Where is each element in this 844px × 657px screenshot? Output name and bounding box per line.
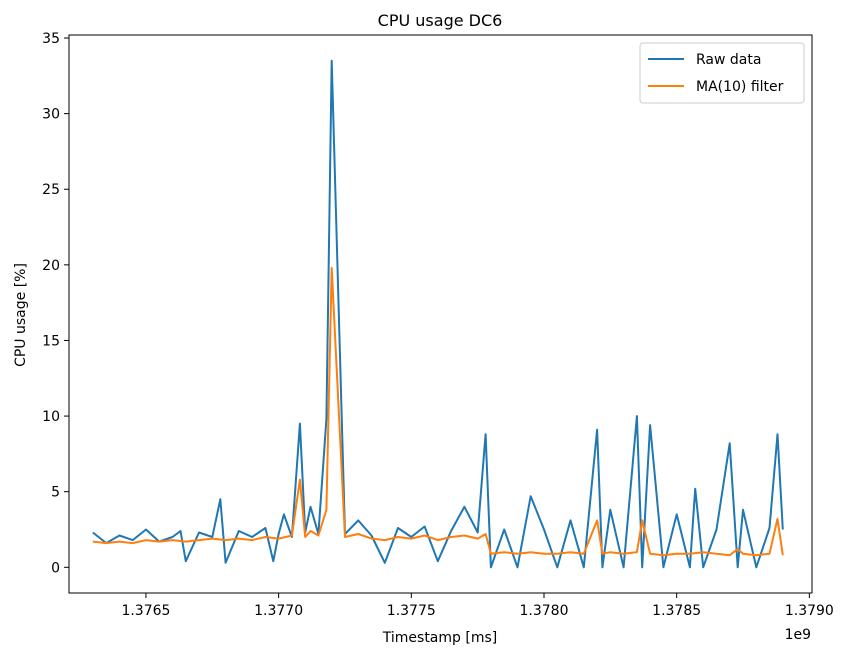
y-tick-label: 10 [42, 409, 60, 425]
y-axis-label: CPU usage [%] [13, 263, 29, 367]
y-tick-label: 30 [42, 107, 60, 123]
x-tick-label: 1.3775 [387, 603, 436, 619]
series-line [92, 59, 784, 569]
legend-label: MA(10) filter [696, 79, 784, 95]
series-line [92, 266, 784, 557]
y-tick-label: 35 [42, 31, 60, 47]
y-tick-label: 0 [51, 560, 60, 576]
series-0 [92, 59, 784, 569]
x-tick-label: 1.3790 [785, 603, 834, 619]
x-tick-label: 1.3765 [121, 603, 170, 619]
chart-title: CPU usage DC6 [378, 11, 503, 30]
y-tick-label: 20 [42, 258, 60, 274]
y-tick-label: 25 [42, 182, 60, 198]
plot-frame [68, 34, 813, 594]
legend: Raw data MA(10) filter [639, 42, 805, 104]
y-tick-label: 5 [51, 485, 60, 501]
series-1 [92, 266, 784, 557]
legend-label: Raw data [696, 52, 761, 68]
axes: 1.3765 1.3770 1.3775 1.3780 1.3785 1.3790 0 5 10… [42, 31, 834, 619]
x-axis-label: Timestamp [ms] [382, 630, 497, 646]
x-offset-label: 1e9 [785, 627, 811, 643]
x-tick-label: 1.3780 [519, 603, 568, 619]
y-tick-label: 15 [42, 333, 60, 349]
plot-marks [92, 59, 784, 569]
x-tick-label: 1.3785 [652, 603, 701, 619]
x-tick-label: 1.3770 [254, 603, 303, 619]
